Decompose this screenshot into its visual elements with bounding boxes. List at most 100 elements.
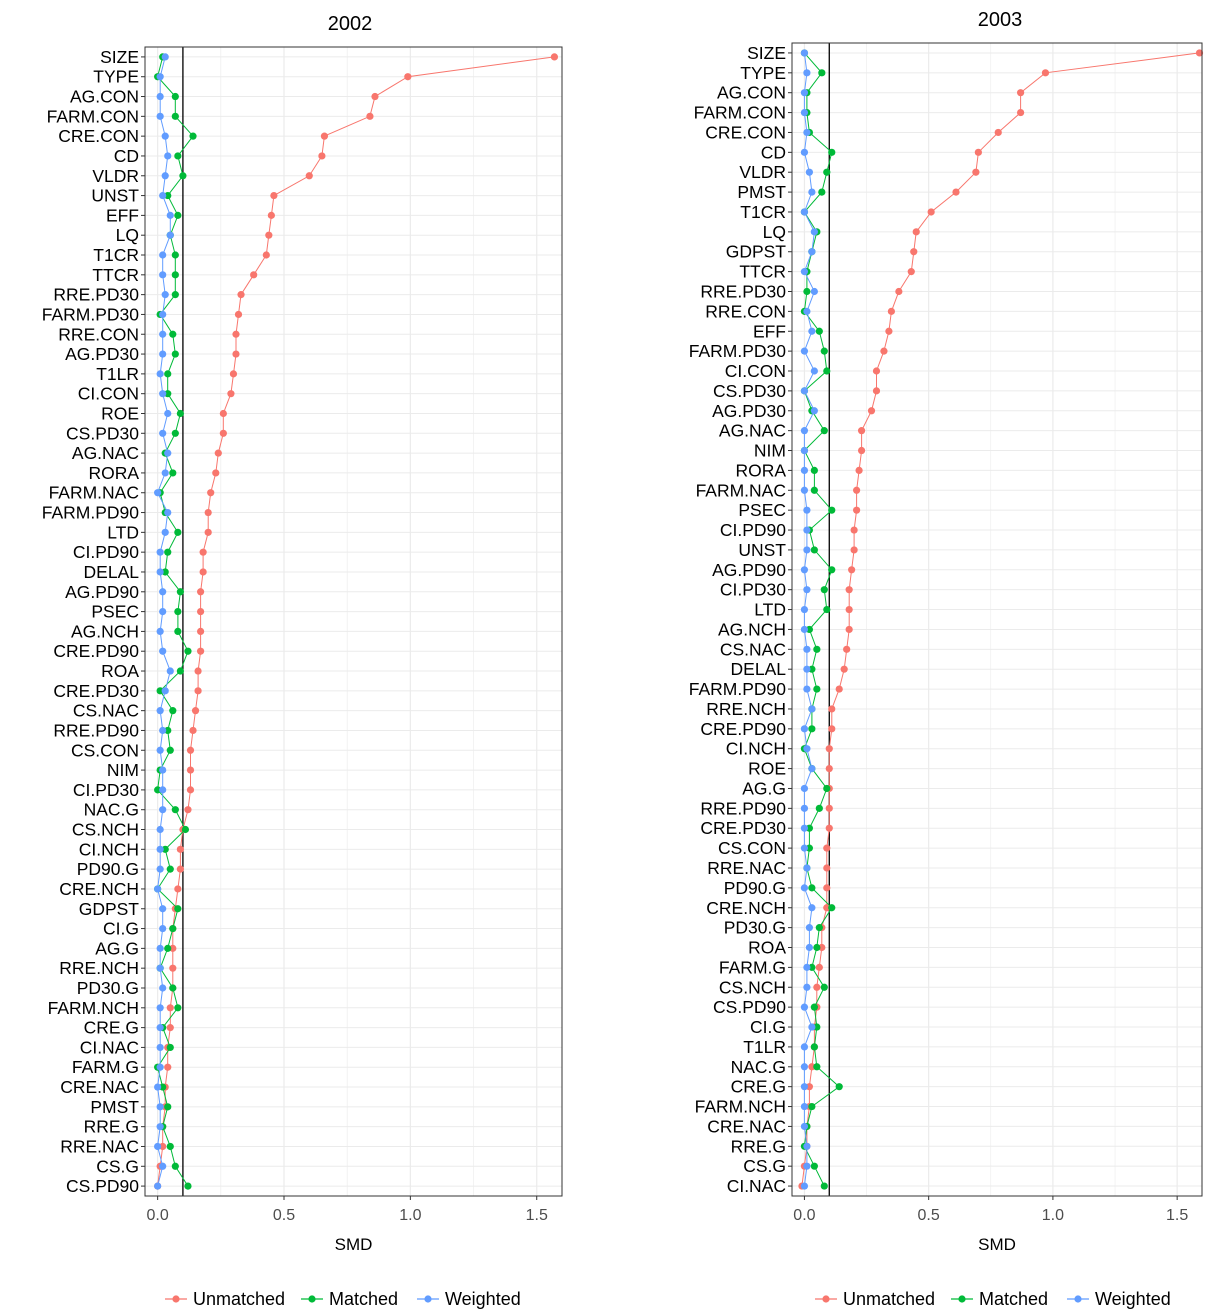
point-matched — [164, 548, 172, 556]
point-unmatched — [166, 1004, 174, 1012]
point-unmatched — [204, 528, 212, 536]
point-unmatched — [825, 764, 833, 773]
point-weighted — [154, 1142, 162, 1151]
y-tick-label: AG.PD90 — [65, 582, 139, 602]
x-tick-label: 1.0 — [1042, 1207, 1064, 1224]
y-tick-label: RORA — [88, 463, 139, 483]
point-weighted — [154, 1083, 162, 1091]
point-weighted — [156, 1123, 164, 1131]
point-weighted — [800, 268, 809, 276]
y-tick-label: SIZE — [747, 43, 786, 63]
point-weighted — [810, 367, 818, 375]
chart-panel-2003: 2003SIZETYPEAG.CONFARM.CONCRE.CONCDVLDRP… — [689, 9, 1204, 1254]
point-unmatched — [214, 449, 222, 457]
point-unmatched — [232, 330, 240, 338]
point-weighted — [156, 825, 164, 834]
point-unmatched — [234, 310, 243, 319]
point-matched — [810, 546, 818, 554]
point-matched — [808, 665, 816, 673]
point-matched — [161, 845, 169, 853]
point-weighted — [803, 745, 811, 753]
point-unmatched — [855, 466, 863, 475]
y-tick-label: NIM — [754, 441, 786, 461]
point-matched — [810, 1162, 818, 1170]
point-weighted — [159, 647, 167, 655]
point-matched — [171, 251, 179, 259]
x-axis-label: SMD — [978, 1235, 1016, 1254]
point-unmatched — [867, 407, 876, 415]
point-matched — [828, 148, 836, 156]
panel-border — [791, 42, 1203, 1197]
legend-label-unmatched: Unmatched — [843, 1289, 935, 1309]
point-matched — [171, 112, 179, 120]
y-tick-label: ROA — [101, 661, 139, 681]
point-weighted — [808, 1023, 816, 1031]
y-tick-label: FARM.NCH — [48, 998, 139, 1018]
point-weighted — [164, 508, 172, 517]
point-unmatched — [912, 228, 920, 236]
y-tick-label: RRE.PD90 — [700, 798, 786, 818]
point-unmatched — [880, 347, 888, 355]
point-weighted — [800, 625, 809, 634]
y-tick-label: RRE.CON — [58, 324, 139, 344]
point-weighted — [800, 387, 809, 395]
point-matched — [169, 707, 177, 715]
point-matched — [174, 211, 182, 219]
point-matched — [810, 486, 818, 494]
point-weighted — [808, 764, 816, 773]
point-unmatched — [250, 271, 258, 279]
point-weighted — [800, 1102, 809, 1111]
y-tick-label: AG.CON — [717, 83, 786, 103]
point-unmatched — [972, 168, 980, 176]
y-tick-label: GDPST — [79, 899, 140, 919]
point-matched — [184, 1182, 192, 1190]
point-matched — [184, 647, 192, 655]
x-tick-label: 0.5 — [918, 1207, 940, 1224]
y-tick-label: PSEC — [91, 602, 139, 622]
point-matched — [813, 685, 821, 693]
point-weighted — [159, 271, 167, 279]
point-weighted — [159, 924, 167, 933]
point-matched — [164, 1103, 172, 1111]
point-unmatched — [907, 268, 915, 276]
y-tick-label: PD90.G — [724, 878, 786, 898]
x-tick-label: 1.5 — [526, 1207, 548, 1224]
point-weighted — [800, 49, 809, 57]
point-matched — [823, 605, 831, 614]
point-unmatched — [818, 943, 826, 952]
point-weighted — [159, 350, 167, 358]
y-tick-label: AG.PD90 — [712, 560, 786, 580]
point-weighted — [161, 172, 169, 180]
point-weighted — [808, 248, 816, 256]
y-tick-label: FARM.CON — [694, 103, 786, 123]
y-tick-label: SIZE — [100, 47, 139, 67]
y-tick-label: CRE.G — [731, 1077, 786, 1097]
point-weighted — [156, 568, 164, 576]
point-matched — [159, 1083, 167, 1091]
y-tick-label: TTCR — [739, 262, 786, 282]
point-unmatched — [169, 964, 177, 972]
y-tick-label: T1LR — [96, 364, 139, 384]
point-matched — [164, 944, 172, 952]
point-weighted — [159, 191, 167, 200]
y-tick-label: FARM.PD30 — [42, 304, 140, 324]
point-matched — [174, 1004, 182, 1012]
point-unmatched — [371, 92, 379, 101]
point-weighted — [159, 806, 167, 814]
point-unmatched — [176, 865, 184, 873]
point-unmatched — [850, 546, 858, 554]
point-matched — [823, 367, 831, 375]
y-tick-label: CI.CON — [725, 361, 786, 381]
y-tick-label: CI.PD90 — [720, 520, 786, 540]
point-weighted — [156, 865, 164, 873]
point-matched — [805, 824, 813, 832]
y-tick-label: DELAL — [731, 659, 787, 679]
point-weighted — [808, 188, 816, 196]
y-tick-label: EFF — [753, 321, 786, 341]
y-tick-label: FARM.G — [72, 1057, 139, 1077]
y-tick-label: CS.PD30 — [713, 381, 786, 401]
point-matched — [171, 350, 179, 358]
point-unmatched — [184, 806, 192, 814]
point-weighted — [803, 1162, 811, 1170]
point-matched — [171, 1162, 179, 1170]
